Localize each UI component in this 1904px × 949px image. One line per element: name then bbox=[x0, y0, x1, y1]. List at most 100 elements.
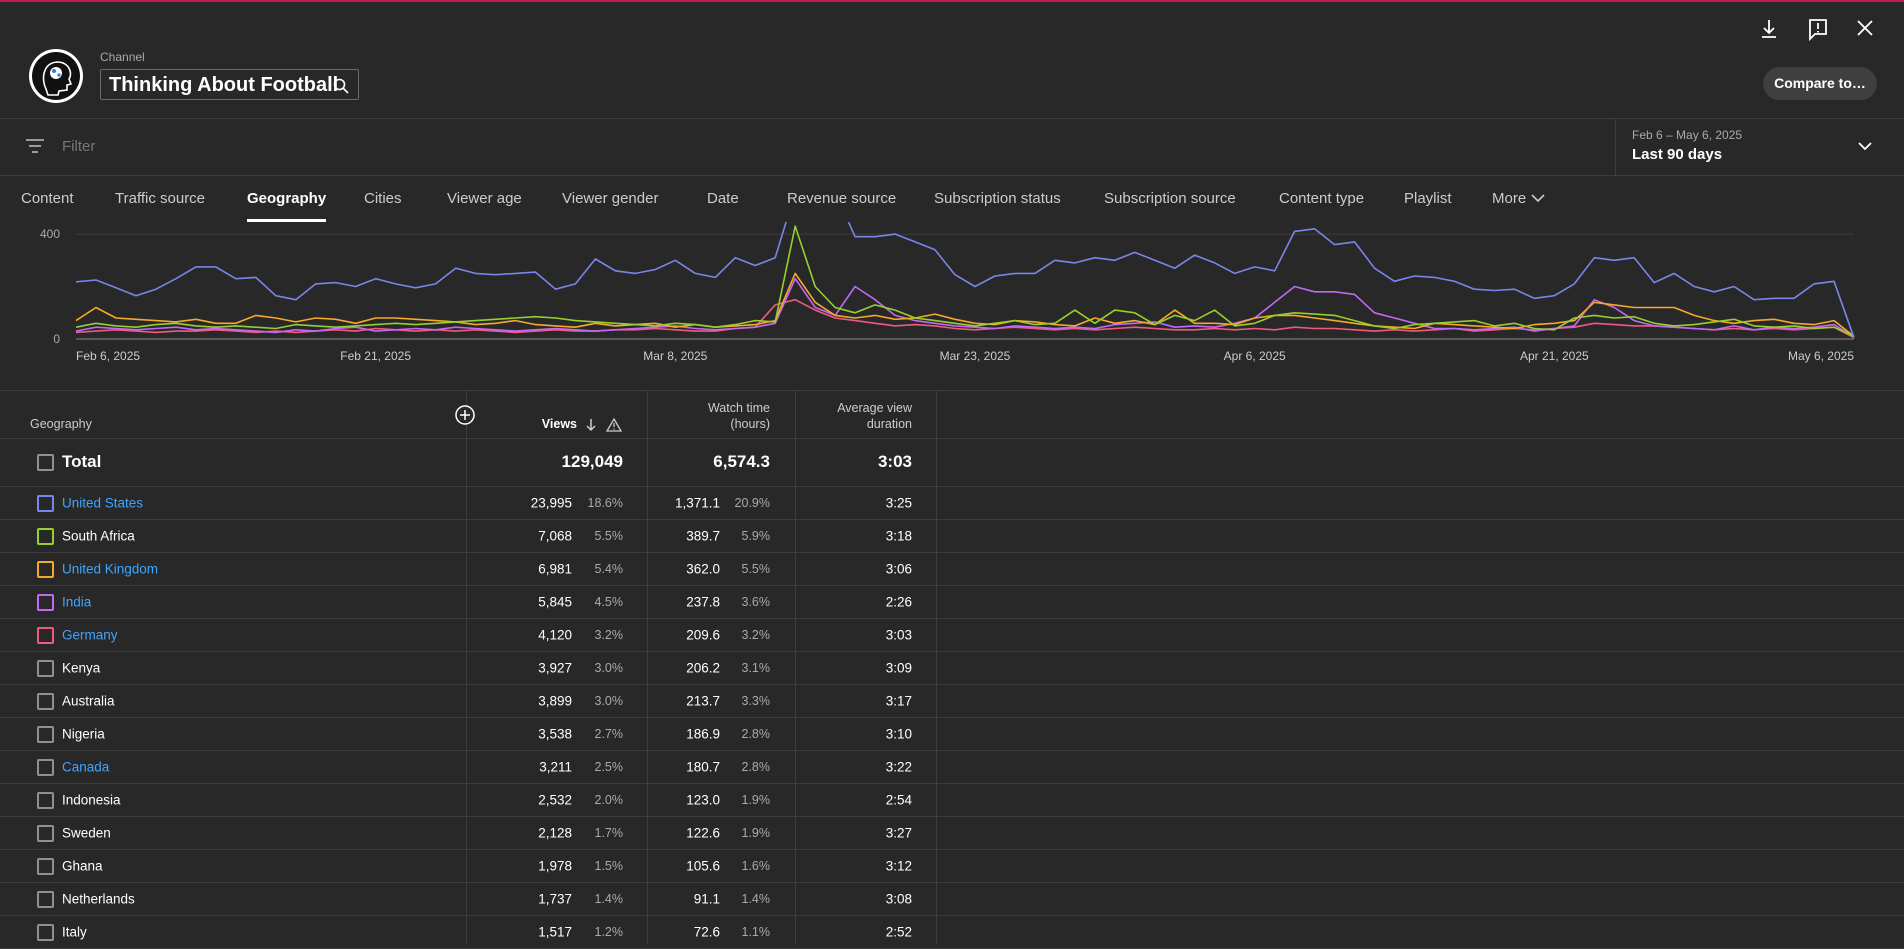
checkbox[interactable] bbox=[37, 758, 54, 776]
avg-duration: 3:12 bbox=[885, 858, 912, 873]
views-share: 4.5% bbox=[594, 594, 624, 609]
tab-bar: Content Traffic source Geography Cities View… bbox=[0, 176, 1904, 222]
checkbox[interactable] bbox=[37, 692, 54, 710]
checkbox[interactable] bbox=[37, 626, 54, 644]
y-tick-label: 400 bbox=[40, 227, 60, 241]
divider bbox=[0, 651, 1904, 652]
views-share: 2.5% bbox=[594, 759, 624, 774]
watch-time: 362.0 bbox=[686, 561, 720, 576]
more-chevron[interactable] bbox=[1530, 192, 1546, 204]
header-avg-duration[interactable]: Average view bbox=[837, 401, 912, 415]
country: South Africa bbox=[62, 528, 135, 543]
divider bbox=[0, 750, 1904, 751]
checkbox[interactable] bbox=[37, 857, 54, 875]
country-link[interactable]: United Kingdom bbox=[62, 561, 159, 576]
avg-duration: 3:25 bbox=[885, 495, 912, 510]
tab[interactable]: Subscription status bbox=[934, 190, 1061, 207]
series-line bbox=[75, 272, 1855, 338]
country-link[interactable]: India bbox=[62, 594, 92, 609]
tab[interactable]: More bbox=[1492, 190, 1527, 207]
header-geography: Geography bbox=[30, 417, 92, 431]
sort-warning-icons bbox=[586, 417, 623, 432]
checkbox[interactable] bbox=[37, 454, 54, 471]
top-border bbox=[0, 0, 1904, 2]
watch-share: 2.8% bbox=[741, 726, 771, 741]
checkbox[interactable] bbox=[37, 560, 54, 578]
country: Ghana bbox=[62, 858, 103, 873]
watch-time: 180.7 bbox=[686, 759, 720, 774]
tab[interactable]: Subscription source bbox=[1104, 190, 1236, 207]
avg-duration: 3:09 bbox=[885, 660, 912, 675]
tab[interactable]: Playlist bbox=[1404, 190, 1452, 207]
tab[interactable]: Cities bbox=[364, 190, 402, 207]
avg-duration: 3:17 bbox=[885, 693, 912, 708]
search-icon[interactable] bbox=[332, 77, 350, 95]
country-link[interactable]: Canada bbox=[62, 759, 110, 774]
divider bbox=[0, 783, 1904, 784]
x-tick-label: Feb 21, 2025 bbox=[340, 349, 411, 363]
channel-avatar bbox=[29, 49, 83, 103]
watch-share: 5.9% bbox=[741, 528, 771, 543]
divider bbox=[0, 552, 1904, 553]
tab[interactable]: Geography bbox=[247, 190, 327, 207]
column-divider bbox=[936, 391, 937, 945]
checkbox[interactable] bbox=[37, 659, 54, 677]
header-avg-duration[interactable]: duration bbox=[866, 417, 912, 431]
divider bbox=[0, 618, 1904, 619]
feedback-icon[interactable] bbox=[1809, 19, 1827, 42]
date-chevron[interactable] bbox=[1857, 140, 1873, 152]
tab[interactable]: Viewer gender bbox=[562, 190, 659, 207]
watch-share: 2.8% bbox=[741, 759, 771, 774]
download-icon[interactable] bbox=[1762, 20, 1776, 38]
country-link[interactable]: United States bbox=[62, 495, 144, 510]
header-watch-time[interactable]: Watch time bbox=[707, 401, 770, 415]
tab[interactable]: Viewer age bbox=[447, 190, 522, 207]
date-preset[interactable]: Last 90 days bbox=[1632, 146, 1723, 163]
x-tick-label: Mar 23, 2025 bbox=[940, 349, 1011, 363]
checkbox[interactable] bbox=[37, 593, 54, 611]
channel-input[interactable]: Thinking About Football bbox=[100, 69, 359, 100]
header-views[interactable]: Views bbox=[541, 417, 577, 431]
column-divider bbox=[466, 391, 467, 945]
checkbox[interactable] bbox=[37, 494, 54, 512]
series-line bbox=[75, 222, 1855, 338]
checkbox[interactable] bbox=[37, 725, 54, 743]
tab[interactable]: Traffic source bbox=[115, 190, 206, 207]
views-share: 5.4% bbox=[594, 561, 624, 576]
add-metric-button[interactable] bbox=[454, 404, 476, 426]
watch-share: 3.2% bbox=[741, 627, 771, 642]
avg-duration: 3:27 bbox=[885, 825, 912, 840]
filter-input[interactable]: Filter bbox=[62, 138, 96, 155]
views: 4,120 bbox=[538, 627, 572, 642]
tab[interactable]: Date bbox=[707, 190, 739, 207]
filter-icon[interactable] bbox=[25, 137, 45, 155]
tab[interactable]: Content bbox=[21, 190, 74, 207]
checkbox[interactable] bbox=[37, 824, 54, 842]
watch-share: 1.4% bbox=[741, 891, 771, 906]
divider bbox=[0, 882, 1904, 883]
views: 1,737 bbox=[538, 891, 572, 906]
country-link[interactable]: Germany bbox=[62, 627, 118, 642]
watch-share: 1.1% bbox=[741, 924, 771, 939]
views-share: 3.0% bbox=[594, 693, 624, 708]
tab[interactable]: Content type bbox=[1279, 190, 1365, 207]
avg-duration: 3:03 bbox=[885, 627, 912, 642]
checkbox[interactable] bbox=[37, 923, 54, 941]
country: Sweden bbox=[62, 825, 111, 840]
checkbox[interactable] bbox=[37, 890, 54, 908]
views-share: 1.4% bbox=[594, 891, 624, 906]
views-share: 3.0% bbox=[594, 660, 624, 675]
views-share: 18.6% bbox=[587, 495, 623, 510]
compare-button[interactable]: Compare to… bbox=[1763, 67, 1877, 100]
views: 1,978 bbox=[538, 858, 572, 873]
watch-time: 122.6 bbox=[686, 825, 720, 840]
views-share: 3.2% bbox=[594, 627, 624, 642]
watch-time: 209.6 bbox=[686, 627, 720, 642]
checkbox[interactable] bbox=[37, 527, 54, 545]
y-tick-label: 0 bbox=[53, 332, 60, 346]
checkbox[interactable] bbox=[37, 791, 54, 809]
watch-time: 123.0 bbox=[686, 792, 720, 807]
close-icon[interactable] bbox=[1857, 20, 1873, 36]
header-watch-time[interactable]: (hours) bbox=[730, 417, 770, 431]
tab[interactable]: Revenue source bbox=[787, 190, 897, 207]
